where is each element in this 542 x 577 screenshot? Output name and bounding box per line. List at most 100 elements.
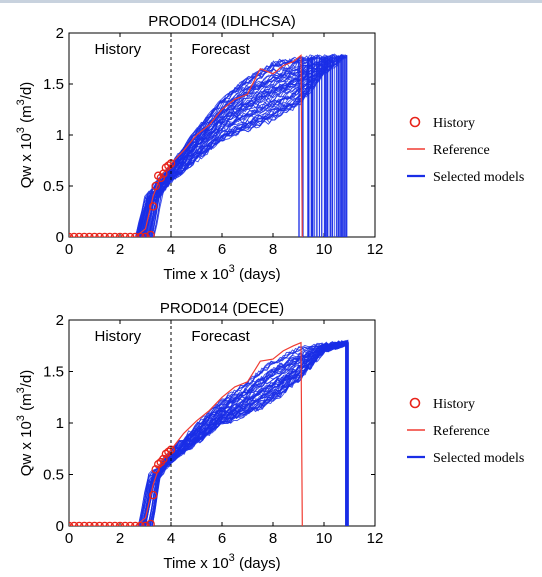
top-rule	[0, 0, 542, 3]
history-marker	[161, 449, 171, 459]
y-tick-label: 1.5	[43, 76, 64, 93]
legend-selected-models-label: Selected models	[433, 170, 524, 185]
history-marker	[148, 490, 158, 500]
history-marker	[90, 232, 99, 237]
selected-model-line	[69, 342, 349, 526]
legend-history-marker	[409, 116, 421, 128]
history-marker	[100, 521, 109, 526]
y-axis-label-end: /d)	[18, 370, 35, 388]
x-tick-label: 0	[65, 241, 73, 258]
y-tick-label: 0	[56, 229, 64, 246]
history-marker	[131, 232, 140, 237]
history-marker	[136, 232, 145, 237]
legend-selected-models-label: Selected models	[433, 451, 524, 466]
selected-model-line	[69, 57, 309, 237]
selected-model-line	[69, 341, 348, 526]
y-axis-label-tail: (m	[18, 105, 35, 127]
x-axis-label: Time x 103 (days)	[163, 552, 280, 572]
history-marker	[148, 202, 158, 211]
y-tick-label: 1	[56, 127, 64, 144]
history-marker	[105, 232, 115, 237]
history-marker	[110, 521, 120, 526]
history-marker	[115, 521, 125, 526]
y-axis-label: Qw x 103 (m3/d)	[15, 82, 35, 188]
selected-model-line	[69, 56, 314, 237]
y-tick-label: 0.5	[43, 467, 64, 484]
history-marker	[100, 232, 109, 237]
history-marker	[141, 232, 150, 237]
history-marker	[95, 232, 104, 237]
y-axis-label-tail: (m	[18, 393, 35, 415]
x-axis-label-text: Time x 10	[163, 266, 228, 283]
y-axis-label-sup: 3	[15, 127, 27, 133]
y-tick-label: 1.5	[43, 364, 64, 381]
history-marker	[136, 521, 145, 526]
x-tick-label: 6	[218, 530, 226, 547]
y-tick-label: 2	[56, 25, 64, 42]
y-axis-label-sup: 3	[15, 415, 27, 421]
region-label-forecast: Forecast	[191, 41, 250, 58]
history-marker	[125, 232, 135, 237]
history-marker	[120, 232, 130, 237]
x-tick-label: 0	[65, 530, 73, 547]
history-marker	[153, 171, 163, 181]
history-marker	[120, 521, 130, 526]
legend-history-label: History	[433, 116, 475, 131]
history-marker	[69, 232, 74, 237]
chart-title: PROD014 (DECE)	[160, 300, 284, 317]
region-label-forecast: Forecast	[191, 328, 250, 345]
selected-model-line	[69, 53, 347, 237]
selected-model-line	[69, 54, 328, 237]
legend-history-marker	[409, 397, 421, 409]
history-marker	[151, 465, 160, 474]
y-tick-label: 0.5	[43, 178, 64, 195]
x-axis-label-tail: (days)	[235, 266, 281, 283]
x-axis-label-sup: 3	[229, 263, 235, 275]
legend-reference-label: Reference	[433, 143, 490, 158]
y-tick-label: 0	[56, 518, 64, 535]
history-marker	[153, 459, 163, 469]
region-label-history: History	[95, 328, 142, 345]
selected-model-line	[69, 340, 349, 526]
x-axis-label: Time x 103 (days)	[163, 263, 280, 283]
x-tick-label: 4	[167, 241, 175, 258]
history-marker	[69, 521, 79, 526]
history-marker	[85, 232, 94, 237]
selected-model-line	[69, 55, 340, 237]
legend-history-label: History	[433, 397, 475, 412]
data-layer	[69, 339, 349, 526]
history-marker	[161, 163, 171, 172]
x-axis-label-tail: (days)	[235, 555, 281, 572]
legend-reference-label: Reference	[433, 424, 490, 439]
chart-panel-2: 0 2 4 6 8 10 12 0 0.5 1 1.5 2 PROD014 (DECE) Time x 1…	[15, 300, 524, 572]
x-tick-label: 10	[316, 530, 333, 547]
region-label-history: History	[95, 41, 142, 58]
history-marker	[85, 521, 94, 526]
history-marker	[141, 521, 150, 526]
history-marker	[105, 521, 115, 526]
chart-panel-1: 0 2 4 6 8 10 12 0 0.5 1 1.5 2 PROD014 (IDLHCSA) Time …	[15, 13, 524, 283]
y-axis-label-sup2: 3	[15, 99, 27, 105]
history-marker	[90, 521, 99, 526]
history-marker	[69, 521, 74, 526]
data-layer	[69, 53, 348, 237]
history-marker	[80, 232, 89, 237]
history-marker	[69, 232, 79, 237]
x-tick-label: 6	[218, 241, 226, 258]
y-axis-label-text: Qw x 10	[18, 421, 35, 476]
x-tick-label: 12	[367, 530, 384, 547]
history-marker	[164, 161, 173, 170]
history-marker	[80, 521, 89, 526]
y-axis-label-text: Qw x 10	[18, 133, 35, 188]
history-marker	[146, 519, 155, 526]
x-tick-label: 4	[167, 530, 175, 547]
reference-line	[69, 54, 303, 237]
history-marker	[95, 521, 104, 526]
history-marker	[146, 230, 155, 237]
y-tick-label: 1	[56, 415, 64, 432]
history-marker	[74, 521, 84, 526]
y-axis-label-sup2: 3	[15, 387, 27, 393]
selected-model-line	[69, 54, 343, 237]
history-marker	[151, 181, 160, 191]
